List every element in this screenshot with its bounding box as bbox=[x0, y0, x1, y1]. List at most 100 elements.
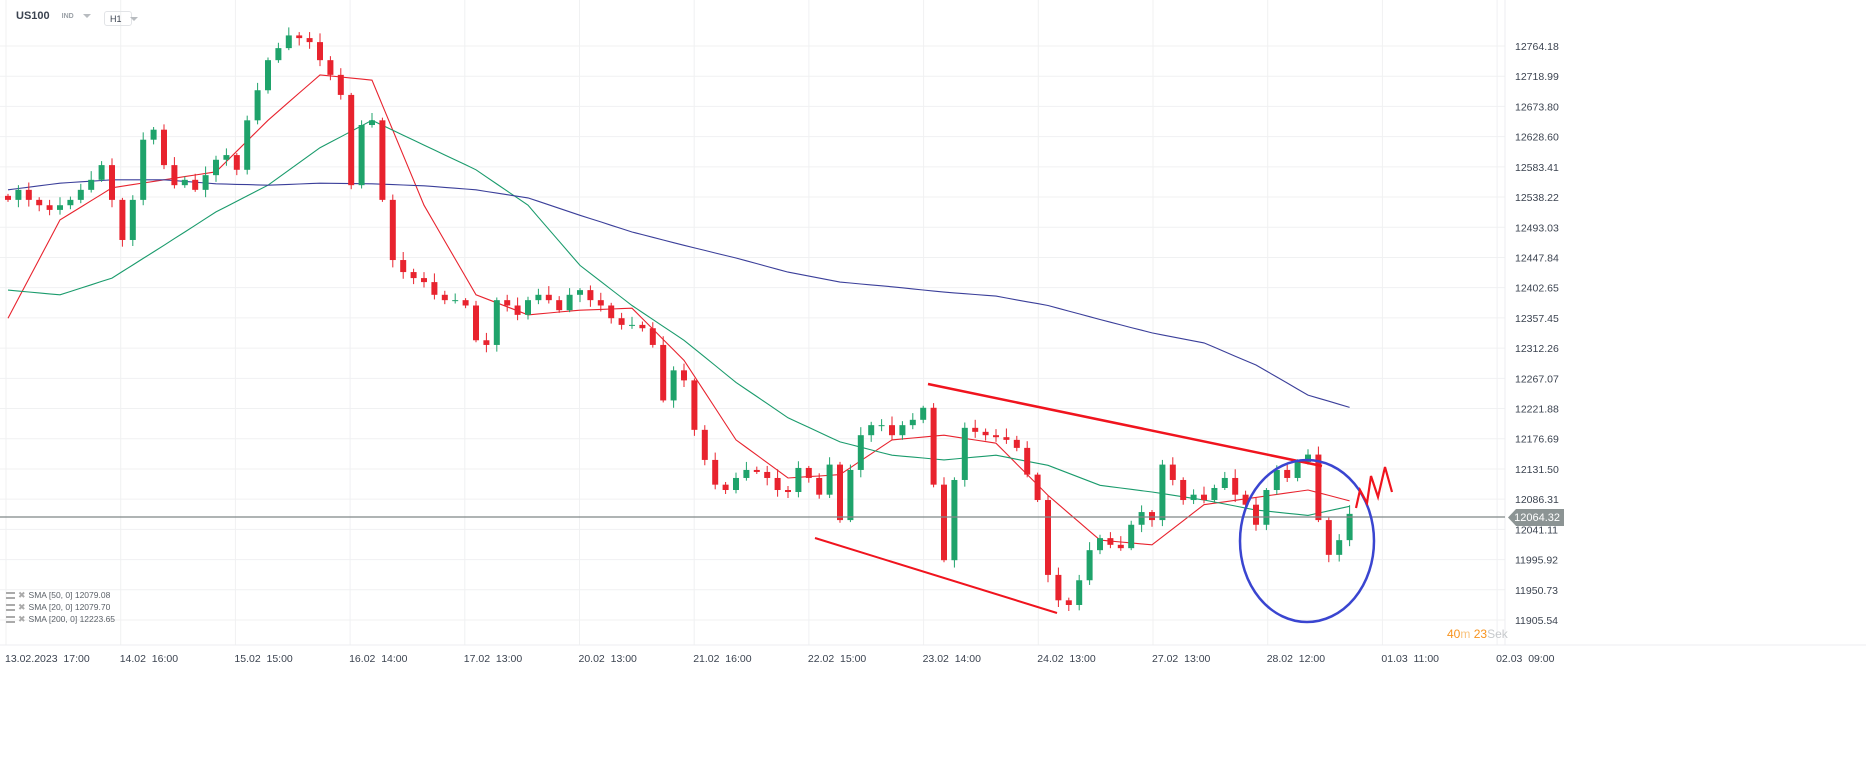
candle bbox=[1315, 446, 1322, 523]
candle bbox=[1346, 505, 1353, 547]
support-trendline[interactable] bbox=[814, 537, 1058, 614]
candle-body bbox=[275, 48, 282, 61]
y-tick-label: 12538.22 bbox=[1515, 192, 1559, 204]
close-icon[interactable]: ✖ bbox=[18, 614, 26, 624]
close-icon[interactable]: ✖ bbox=[18, 602, 26, 612]
candle bbox=[337, 68, 344, 100]
timeframe-select[interactable]: H1 bbox=[104, 11, 138, 26]
candle bbox=[1149, 510, 1155, 527]
candle bbox=[1055, 567, 1062, 607]
candle-body bbox=[753, 469, 760, 472]
candle-body bbox=[1273, 469, 1280, 491]
candle-body bbox=[577, 290, 583, 295]
candle bbox=[88, 171, 95, 193]
candle bbox=[317, 33, 323, 67]
settings-icon[interactable] bbox=[6, 591, 15, 599]
candle bbox=[192, 173, 199, 192]
candle-body bbox=[181, 179, 188, 186]
candle-body bbox=[618, 318, 625, 325]
close-icon[interactable]: ✖ bbox=[18, 590, 26, 600]
candle-body bbox=[119, 199, 126, 240]
y-axis[interactable]: 12764.18 12718.99 12673.80 12628.60 12583.41… bbox=[1515, 41, 1559, 627]
candle bbox=[1180, 477, 1187, 505]
candle-body bbox=[67, 199, 74, 206]
candle-body bbox=[1034, 474, 1041, 501]
zigzag-drawing[interactable] bbox=[1354, 466, 1394, 509]
candle-body bbox=[649, 328, 656, 345]
candle-body bbox=[1284, 469, 1291, 478]
candle-body bbox=[410, 272, 417, 279]
drawings[interactable] bbox=[814, 382, 1394, 624]
x-tick-label: 17.02 13:00 bbox=[464, 653, 523, 665]
candle bbox=[57, 197, 63, 215]
candle bbox=[899, 421, 906, 440]
x-tick-label: 14.02 16:00 bbox=[120, 653, 179, 665]
candle bbox=[483, 332, 490, 353]
candle bbox=[348, 92, 355, 190]
candle bbox=[1013, 435, 1020, 452]
candle bbox=[1273, 465, 1280, 495]
candle bbox=[982, 428, 989, 441]
candle-body bbox=[795, 467, 802, 493]
candle bbox=[545, 286, 552, 304]
candle-body bbox=[909, 419, 916, 426]
x-axis[interactable]: 13.02.2023 17:00 14.02 16:00 15.02 15:00 16… bbox=[5, 653, 1555, 665]
candle-body bbox=[1232, 477, 1239, 495]
candle bbox=[473, 300, 479, 343]
candle-body bbox=[109, 165, 115, 200]
candle-body bbox=[57, 205, 63, 210]
candle bbox=[816, 473, 823, 499]
candle bbox=[36, 197, 43, 212]
y-tick-label: 12718.99 bbox=[1515, 71, 1559, 83]
sma-line bbox=[7, 179, 1350, 408]
candle bbox=[629, 316, 635, 329]
candle-body bbox=[525, 300, 531, 315]
candle-body bbox=[1190, 494, 1197, 501]
x-tick-label: 27.02 13:00 bbox=[1152, 653, 1211, 665]
candle bbox=[5, 193, 11, 202]
candle-body bbox=[587, 290, 594, 301]
candle bbox=[410, 268, 417, 285]
candle-body bbox=[213, 159, 219, 176]
x-tick-label: 01.03 11:00 bbox=[1381, 653, 1439, 665]
candle bbox=[993, 429, 999, 442]
countdown-sec-unit: Sek bbox=[1487, 627, 1508, 641]
candle-body bbox=[244, 120, 251, 170]
candle bbox=[46, 199, 53, 216]
candle-body bbox=[764, 471, 771, 478]
candle-body bbox=[1076, 580, 1083, 605]
candle bbox=[535, 288, 542, 305]
legend-item-sma200[interactable]: ✖ SMA [200, 0] 12223.65 bbox=[6, 613, 115, 625]
candle bbox=[764, 465, 771, 486]
candle-body bbox=[941, 484, 947, 561]
y-tick-label: 12493.03 bbox=[1515, 222, 1559, 234]
candle-body bbox=[1346, 513, 1353, 541]
candle-body bbox=[421, 278, 427, 283]
settings-icon[interactable] bbox=[6, 603, 15, 611]
candle bbox=[1263, 487, 1270, 531]
candle bbox=[743, 461, 750, 481]
resistance-trendline[interactable] bbox=[927, 382, 1323, 468]
chevron-down-icon[interactable] bbox=[82, 14, 91, 18]
candle bbox=[1159, 459, 1166, 527]
settings-icon[interactable] bbox=[6, 615, 15, 623]
candle bbox=[254, 82, 261, 125]
x-tick-label: 24.02 13:00 bbox=[1037, 653, 1096, 665]
candle bbox=[639, 321, 646, 332]
instrument-header[interactable]: US100 IND bbox=[16, 10, 91, 22]
highlight-ellipse[interactable] bbox=[1238, 458, 1376, 624]
legend-item-sma50[interactable]: ✖ SMA [50, 0] 12079.08 bbox=[6, 589, 115, 601]
candle-body bbox=[629, 324, 635, 326]
candle-body bbox=[493, 300, 500, 345]
candle-body bbox=[452, 300, 459, 302]
candle-body bbox=[1107, 538, 1114, 545]
candle-body bbox=[1138, 512, 1145, 525]
grid bbox=[0, 0, 1866, 646]
candle-body bbox=[1201, 494, 1207, 501]
candle-body bbox=[285, 35, 292, 49]
candle bbox=[285, 27, 292, 51]
candle bbox=[452, 293, 459, 304]
legend-item-sma20[interactable]: ✖ SMA [20, 0] 12079.70 bbox=[6, 601, 115, 613]
candle bbox=[1003, 428, 1010, 444]
